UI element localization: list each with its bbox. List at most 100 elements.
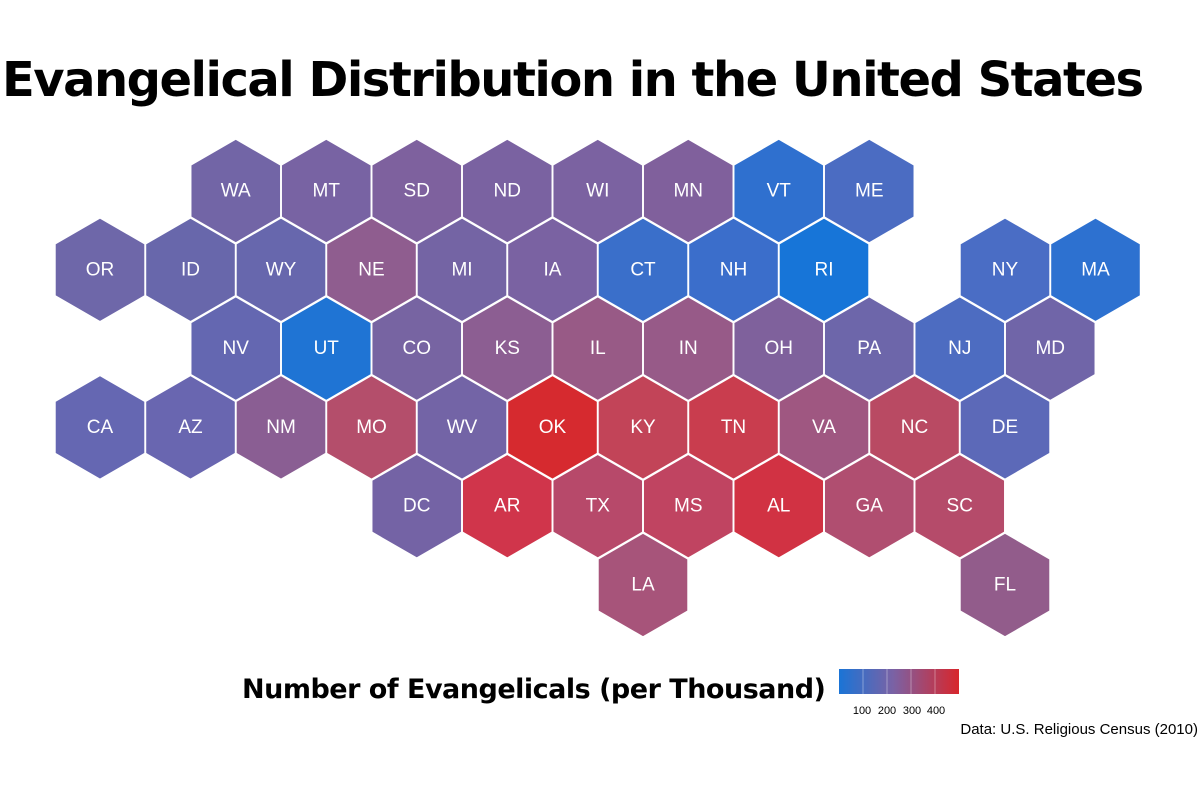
- state-label: AZ: [178, 417, 203, 438]
- state-hex-shape: [913, 453, 1006, 560]
- state-hex-ne: NE: [325, 216, 418, 323]
- state-label: IA: [544, 259, 562, 280]
- legend-title: Number of Evangelicals (per Thousand): [242, 674, 826, 705]
- legend-tick-label: 100: [852, 705, 872, 717]
- state-label: FL: [994, 575, 1016, 596]
- state-label: WV: [447, 417, 478, 438]
- state-hex-wi: WI: [551, 138, 644, 244]
- state-hex-me: ME: [823, 138, 916, 244]
- state-label: NJ: [948, 338, 971, 359]
- state-label: IL: [590, 338, 606, 359]
- state-label: CO: [403, 338, 432, 359]
- state-label: WI: [586, 181, 609, 202]
- state-hex-de: DE: [959, 374, 1051, 481]
- state-label: KS: [495, 338, 520, 359]
- state-label: UT: [314, 338, 340, 359]
- state-label: VT: [767, 181, 792, 202]
- state-hex-wv: WV: [416, 374, 508, 481]
- state-label: CT: [630, 259, 656, 280]
- state-label: LA: [631, 575, 655, 596]
- state-hex-ri: RI: [778, 216, 870, 323]
- state-label: NE: [358, 259, 384, 280]
- legend-tick-label: 300: [902, 705, 922, 717]
- legend-gradient-rect: [839, 669, 959, 694]
- state-label: AR: [494, 496, 520, 517]
- state-label: NY: [992, 259, 1019, 280]
- legend-color-bar: [839, 669, 959, 694]
- state-label: TN: [721, 417, 746, 438]
- state-label: MS: [674, 496, 703, 517]
- state-hex-ms: MS: [642, 453, 735, 560]
- state-hex-shape: [778, 216, 870, 323]
- state-hex-md: MD: [1004, 295, 1097, 402]
- state-hex-or: OR: [54, 216, 146, 323]
- state-label: OR: [86, 259, 115, 280]
- state-hex-wa: WA: [189, 138, 282, 244]
- state-label: WY: [266, 259, 297, 280]
- state-hex-fl: FL: [959, 532, 1051, 638]
- hex-map: WA MT SD ND WI MN VT ME OR ID WY NE MI IA CT NH RI NY MA NV…: [54, 138, 1142, 638]
- state-label: ND: [494, 181, 521, 202]
- state-hex-shape: [959, 532, 1051, 638]
- state-hex-shape: [823, 138, 916, 244]
- state-label: IN: [679, 338, 698, 359]
- state-label: ID: [181, 259, 200, 280]
- legend-dividers: [862, 669, 936, 694]
- state-hex-va: VA: [778, 374, 870, 481]
- state-hex-la: LA: [597, 532, 689, 638]
- state-label: NV: [223, 338, 250, 359]
- state-label: KY: [630, 417, 656, 438]
- state-label: SD: [404, 181, 430, 202]
- state-label: DE: [992, 417, 1018, 438]
- state-label: GA: [856, 496, 884, 517]
- state-label: AL: [767, 496, 790, 517]
- state-label: MI: [451, 259, 472, 280]
- state-hex-mo: MO: [325, 374, 418, 481]
- legend-tick-label: 200: [877, 705, 897, 717]
- state-label: ME: [855, 181, 884, 202]
- state-label: MN: [673, 181, 703, 202]
- state-hex-ca: CA: [54, 374, 146, 481]
- state-label: TX: [586, 496, 611, 517]
- state-hex-sc: SC: [913, 453, 1006, 560]
- state-label: MA: [1081, 259, 1110, 280]
- state-label: VA: [812, 417, 836, 438]
- state-hex-ma: MA: [1049, 216, 1142, 323]
- state-hex-shape: [1004, 295, 1097, 402]
- state-hex-co: CO: [370, 295, 463, 402]
- state-label: OH: [765, 338, 794, 359]
- state-hex-shape: [1049, 216, 1142, 323]
- state-label: PA: [857, 338, 881, 359]
- state-hex-nd: ND: [461, 138, 554, 244]
- state-hex-mi: MI: [416, 216, 508, 323]
- legend-tick-label: 400: [926, 705, 946, 717]
- state-hex-shape: [597, 532, 689, 638]
- legend-ticks: 100 200 300 400: [839, 705, 979, 721]
- state-label: MT: [313, 181, 341, 202]
- state-hex-oh: OH: [732, 295, 825, 402]
- state-label: NC: [901, 417, 928, 438]
- state-hex-shape: [959, 374, 1051, 481]
- state-hex-ar: AR: [461, 453, 554, 560]
- state-label: MD: [1035, 338, 1065, 359]
- state-label: NH: [720, 259, 747, 280]
- page-title: Evangelical Distribution in the United S…: [2, 52, 1144, 108]
- state-hex-vt: VT: [732, 138, 825, 244]
- state-hex-ga: GA: [823, 453, 916, 560]
- state-hex-nm: NM: [235, 374, 327, 481]
- state-label: SC: [947, 496, 973, 517]
- state-hex-mt: MT: [280, 138, 373, 244]
- state-label: MO: [356, 417, 387, 438]
- state-label: OK: [539, 417, 567, 438]
- state-hex-in: IN: [642, 295, 735, 402]
- state-label: RI: [815, 259, 834, 280]
- state-label: DC: [403, 496, 430, 517]
- state-label: CA: [87, 417, 114, 438]
- state-label: NM: [266, 417, 296, 438]
- state-hex-nv: NV: [189, 295, 282, 402]
- source-note: Data: U.S. Religious Census (2010): [960, 721, 1198, 738]
- state-hex-nc: NC: [868, 374, 961, 481]
- state-label: WA: [221, 181, 251, 202]
- state-hex-tx: TX: [551, 453, 644, 560]
- state-hex-wy: WY: [235, 216, 327, 323]
